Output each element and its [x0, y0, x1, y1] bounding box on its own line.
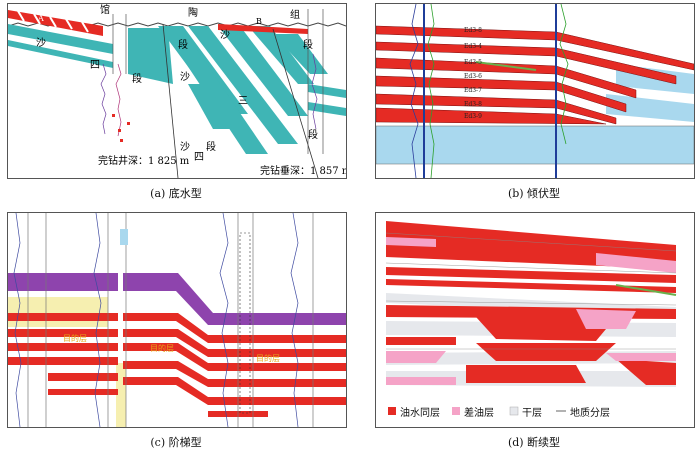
geology-lines — [385, 232, 677, 350]
legend-label-geo: 地质分层 — [570, 406, 610, 419]
water-band-lower — [376, 125, 694, 165]
layer-label: Ed3-8 — [464, 27, 482, 34]
label-sha2: 沙 — [220, 29, 230, 41]
panel-b-diagram: Ed3-8 Ed3-4 Ed3-5 Ed3-6 Ed3-7 Ed3-8 Ed3-… — [376, 4, 694, 178]
well-logs — [13, 213, 314, 427]
legend-swatch-oil-water — [388, 407, 396, 415]
label-si1: 四 — [90, 60, 100, 71]
poor-oil-layers — [386, 237, 676, 385]
legend-label-dry: 干层 — [522, 407, 542, 419]
layer-labels: Ed3-8 Ed3-4 Ed3-5 Ed3-6 Ed3-7 Ed3-8 Ed3-… — [464, 27, 482, 120]
label-duan5: 段 — [308, 128, 318, 141]
layer-label: Ed3-5 — [464, 59, 482, 66]
blue-marker — [120, 229, 128, 245]
caption-b: (b) 倾伏型 — [507, 187, 561, 200]
legend: 油水同层 差油层 干层 地质分层 — [388, 406, 610, 419]
left-teal-band-1 — [8, 24, 113, 54]
red-step-bands — [8, 313, 346, 417]
panel-c-diagram: 目的层 目的层 目的层 — [8, 213, 346, 427]
label-b: B — [256, 17, 262, 26]
panel-a-diagram: 馆 陶 组 A B 沙 四 段 段 沙 三 段 沙 四 段 沙 段 完钻井深：1… — [8, 4, 346, 178]
target-label: 目的层 — [150, 343, 174, 353]
depth-right: 完钻垂深：1 857 m — [260, 164, 346, 177]
target-labels: 目的层 目的层 目的层 — [63, 333, 280, 363]
core-strip — [239, 232, 251, 414]
purple-band-step — [123, 273, 346, 325]
well-markers — [112, 114, 130, 142]
layer-label: Ed3-7 — [464, 87, 482, 94]
cream-band-2 — [116, 363, 126, 427]
caption-c: (c) 阶梯型 — [150, 436, 202, 449]
label-guan: 馆 — [100, 4, 110, 16]
right-oil-band — [218, 24, 308, 34]
purple-band — [8, 273, 118, 291]
panel-d-diagram: 油水同层 差油层 干层 地质分层 — [385, 221, 677, 419]
panel-c-stepped: 目的层 目的层 目的层 — [7, 212, 347, 428]
label-sha3: 沙 — [180, 71, 190, 83]
label-zu: 组 — [290, 8, 300, 21]
legend-swatch-poor-oil — [452, 407, 460, 415]
panel-b-dipping: Ed3-8 Ed3-4 Ed3-5 Ed3-6 Ed3-7 Ed3-8 Ed3-… — [375, 3, 695, 179]
top-band-stripes — [17, 10, 89, 33]
depth-left: 完钻井深：1 825 m — [98, 154, 190, 167]
well-logs — [100, 9, 324, 154]
label-si2: 四 — [194, 152, 204, 163]
top-oil-band — [8, 10, 103, 36]
right-teal-stripes — [308, 84, 346, 116]
label-duan1: 段 — [132, 72, 142, 85]
layer-label: Ed3-4 — [464, 43, 482, 50]
left-teal-band-2 — [8, 40, 113, 68]
panel-a-bottom-water: 馆 陶 组 A B 沙 四 段 段 沙 三 段 沙 四 段 沙 段 完钻井深：1… — [7, 3, 347, 179]
green-marker — [475, 61, 537, 71]
legend-label-oil-water: 油水同层 — [400, 406, 440, 419]
label-duan4: 段 — [206, 140, 216, 153]
cream-band — [8, 297, 108, 327]
layer-label: Ed3-8 — [464, 101, 482, 108]
well-logs — [409, 4, 569, 178]
fault-lines — [162, 23, 319, 178]
target-label: 目的层 — [63, 333, 87, 343]
legend-label-poor-oil: 差油层 — [464, 406, 494, 419]
caption-d: (d) 断续型 — [507, 436, 561, 449]
water-band-right-2 — [606, 94, 694, 122]
label-tao: 陶 — [188, 6, 198, 19]
label-san: 三 — [238, 96, 248, 107]
label-a: A — [37, 14, 44, 23]
green-marker — [615, 284, 677, 296]
label-sha4: 沙 — [180, 141, 190, 153]
layer-label: Ed3-6 — [464, 73, 482, 80]
panel-d-intermittent: 油水同层 差油层 干层 地质分层 — [375, 212, 695, 428]
middle-teal-wedge — [128, 28, 173, 84]
legend-swatch-dry — [509, 406, 519, 416]
caption-a: (a) 底水型 — [150, 187, 202, 200]
label-sha1: 沙 — [36, 37, 46, 49]
target-label: 目的层 — [256, 353, 280, 363]
label-duan3: 段 — [303, 38, 313, 51]
layer-label: Ed3-9 — [464, 113, 482, 120]
label-duan2: 段 — [178, 38, 188, 51]
